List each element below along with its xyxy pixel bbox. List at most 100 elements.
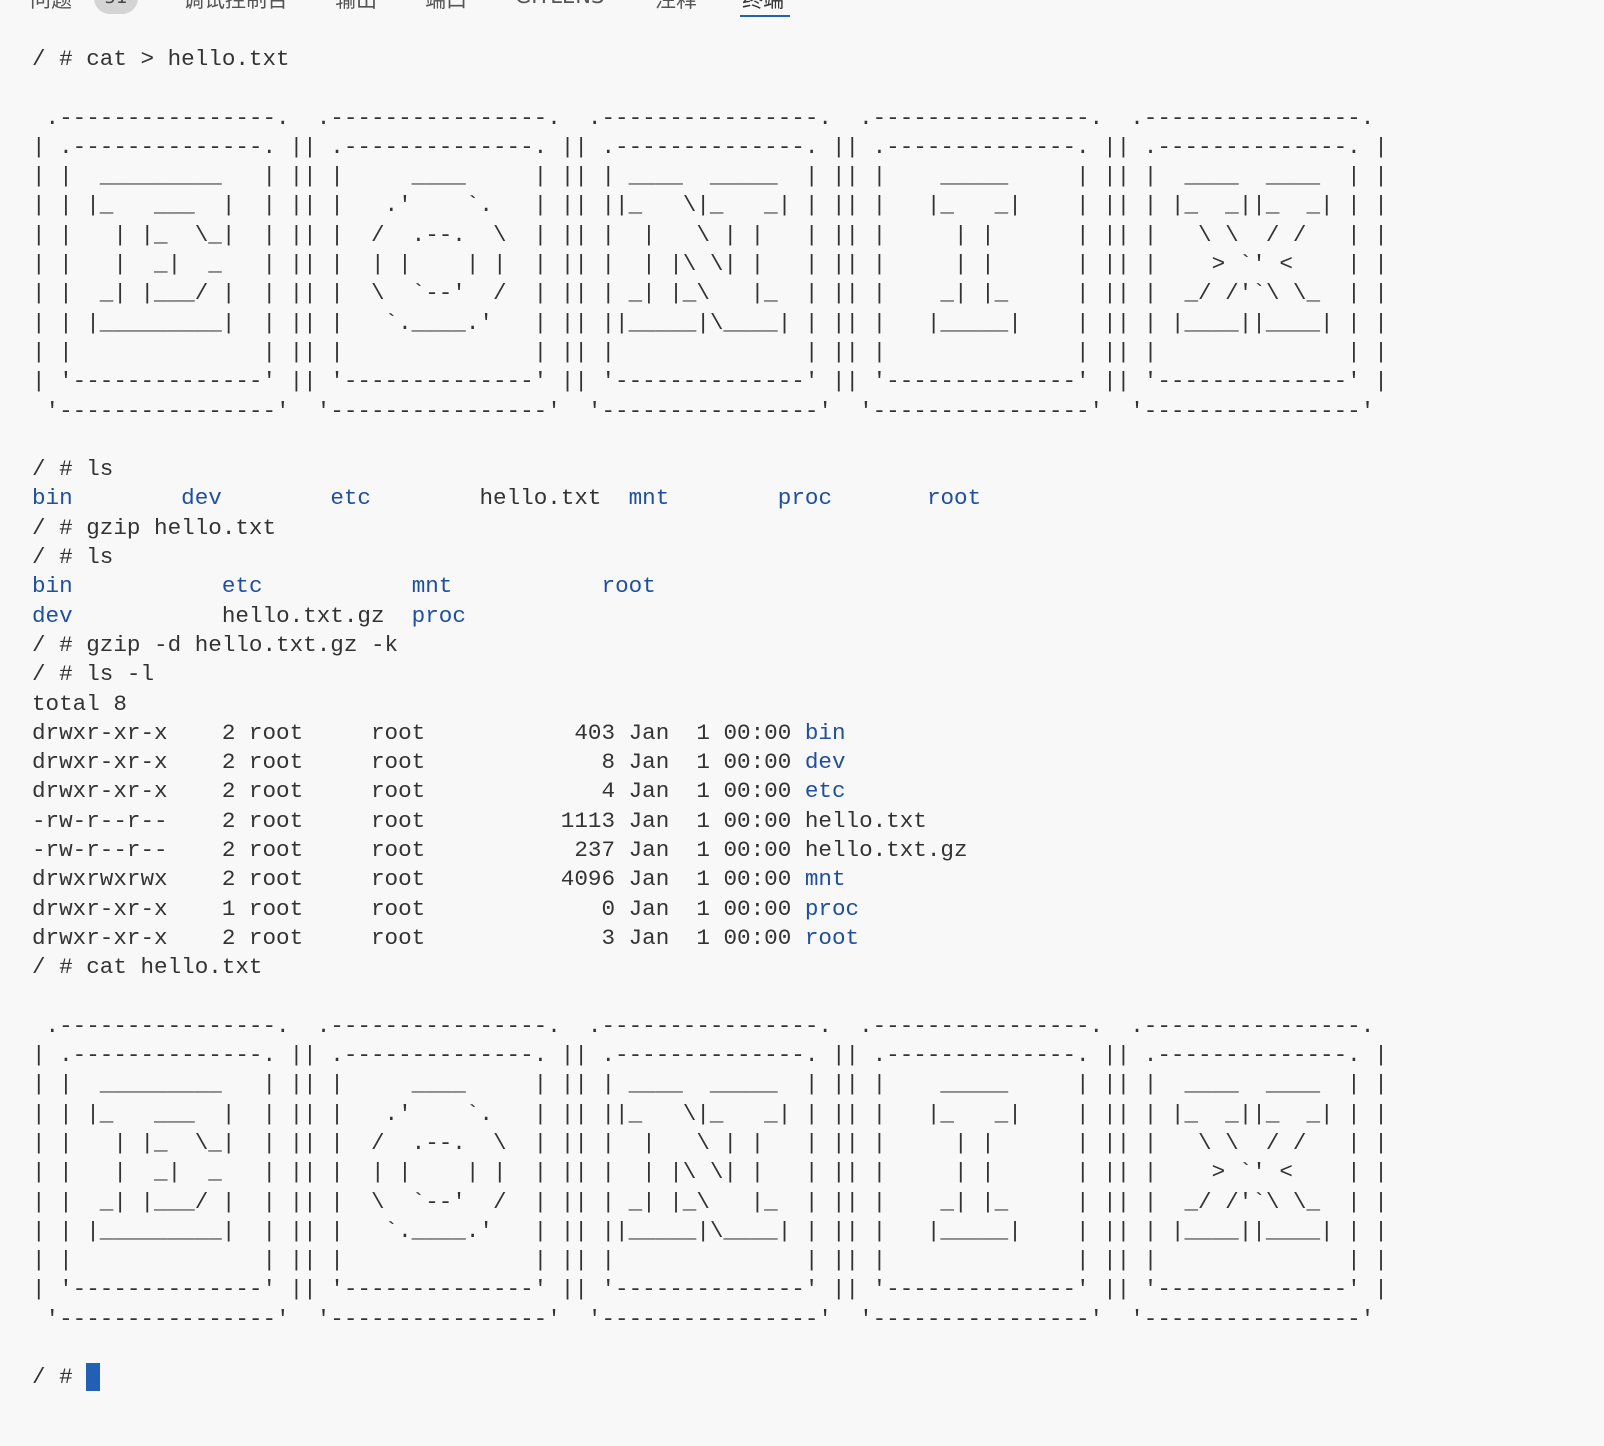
problems-count-badge: 51 [94,0,138,14]
terminal-line: dev hello.txt.gz proc [32,602,1388,631]
directory-name: mnt [628,485,670,512]
directory-name: bin [32,485,73,512]
terminal-text: drwxr-xr-x 2 root root 3 Jan 1 00:00 [32,924,805,951]
directory-name: dev [32,602,73,629]
ascii-art-line: '----------------' '----------------' '-… [32,397,1388,424]
terminal-line: drwxr-xr-x 2 root root 403 Jan 1 00:00 b… [32,719,1388,748]
directory-name: etc [221,573,263,600]
terminal-text: drwxr-xr-x 2 root root 4 Jan 1 00:00 [32,778,805,805]
terminal-text: drwxr-xr-x 2 root root 8 Jan 1 00:00 [32,749,805,776]
terminal-text: drwxrwxrwx 2 root root 4096 Jan 1 00:00 [32,866,805,893]
ascii-art-line: | | | _| _ | || | | | | | | || | | |\ \|… [32,1159,1388,1186]
ascii-art-line: '----------------' '----------------' '-… [32,1305,1388,1332]
tab-terminal[interactable]: 终端 [742,0,784,12]
directory-name: proc [411,602,466,629]
terminal-line: -rw-r--r-- 2 root root 1113 Jan 1 00:00 … [32,807,1388,836]
terminal-line: / # ls -l [32,660,1388,689]
terminal-text: -rw-r--r-- 2 root root 237 Jan 1 00:00 h… [32,837,968,864]
terminal-text: hello.txt.gz [72,602,412,629]
terminal-text: / # cat hello.txt [32,954,263,981]
ascii-art-line: | | |_________| | || | `.____.' | || ||_… [32,1217,1388,1244]
tab-gitlens[interactable]: GITLENS [515,0,604,8]
terminal-line [32,1334,1388,1363]
terminal-text: -rw-r--r-- 2 root root 1113 Jan 1 00:00 … [32,807,927,834]
terminal-line: drwxr-xr-x 2 root root 4 Jan 1 00:00 etc [32,777,1388,806]
ascii-art-line: | | _| |___/ | | || | \ `--' / | || | _|… [32,1188,1388,1215]
ascii-art-line: .----------------. .----------------. .-… [32,1012,1388,1039]
terminal-text: total 8 [32,690,127,717]
ascii-art-line: | | | |_ \_| | || | / .--. \ | || | | \ … [32,1129,1388,1156]
terminal-line [32,426,1388,455]
ascii-art-line: | | _| |___/ | | || | \ `--' / | || | _|… [32,280,1388,307]
ascii-art-line: | .--------------. || .--------------. |… [32,1042,1388,1069]
directory-name: proc [777,485,833,512]
ascii-art-line: | | |_ ___ | | || | .' `. | || ||_ \|_ _… [32,192,1388,219]
directory-name: dev [804,749,846,776]
terminal-line [32,983,1388,1012]
tab-problems[interactable]: 问题 [30,0,72,12]
directory-name: mnt [411,573,453,600]
terminal-line: / # ls [32,543,1388,572]
ascii-art-line: .----------------. .----------------. .-… [32,104,1388,131]
terminal-line: drwxr-xr-x 2 root root 3 Jan 1 00:00 roo… [32,924,1388,953]
directory-name: dev [181,485,222,512]
terminal-text: hello.txt [371,485,629,512]
terminal-text: / # ls [32,544,114,571]
terminal-text [263,573,412,599]
terminal-text: / # gzip hello.txt [32,514,277,541]
terminal-text: / # ls [32,456,114,483]
terminal-line [32,74,1388,103]
terminal-output[interactable]: / # cat > hello.txt .----------------. .… [32,45,1388,1393]
ascii-art-line: | | _________ | || | ____ | || | ____ __… [32,163,1388,190]
terminal-line: drwxr-xr-x 2 root root 8 Jan 1 00:00 dev [32,748,1388,777]
tab-output[interactable]: 输出 [335,0,377,12]
terminal-line: bin dev etc hello.txt mnt proc root [32,484,1388,513]
terminal-text [452,573,601,599]
terminal-line: -rw-r--r-- 2 root root 237 Jan 1 00:00 h… [32,836,1388,865]
terminal-line: total 8 [32,690,1388,719]
terminal-line: / # gzip hello.txt [32,514,1388,543]
terminal-line: / # gzip -d hello.txt.gz -k [32,631,1388,660]
tab-comments[interactable]: 注释 [655,0,697,12]
terminal-text [832,485,927,511]
directory-name: etc [804,778,846,805]
terminal-line: / # cat hello.txt [32,953,1388,982]
ascii-art-line: | | | |_ \_| | || | / .--. \ | || | | \ … [32,221,1388,248]
terminal-text: / # cat > hello.txt [32,46,290,72]
terminal-line: / # cat > hello.txt [32,45,1388,74]
panel-tab-bar: 问题 51 调试控制台 输出 端口 GITLENS 注释 终端 [0,0,1604,22]
terminal-cursor [86,1363,101,1392]
ascii-art-line: | | | || | | || | | || | | || | | | [32,338,1388,365]
directory-name: root [601,573,656,600]
ascii-art-line: | | |_ ___ | | || | .' `. | || ||_ \|_ _… [32,1100,1388,1127]
directory-name: root [926,485,982,512]
ascii-art-line: | '--------------' || '--------------' |… [32,1276,1388,1303]
directory-name: root [804,924,860,951]
terminal-text: / # ls -l [32,661,155,688]
terminal-line: bin etc mnt root [32,572,1388,601]
directory-name: bin [804,719,846,746]
ascii-art-line: | '--------------' || '--------------' |… [32,368,1388,395]
terminal-text [669,485,777,511]
directory-name: etc [330,485,371,512]
terminal-text: / # [32,1364,87,1391]
terminal-line: drwxr-xr-x 1 root root 0 Jan 1 00:00 pro… [32,895,1388,924]
active-tab-indicator [740,15,790,17]
terminal-text: / # gzip -d hello.txt.gz -k [32,631,399,658]
directory-name: proc [804,895,860,922]
ascii-art-line: | .--------------. || .--------------. |… [32,133,1388,160]
ascii-art-line: | | _________ | || | ____ | || | ____ __… [32,1071,1388,1098]
tab-debug-console[interactable]: 调试控制台 [183,0,288,12]
terminal-line: drwxrwxrwx 2 root root 4096 Jan 1 00:00 … [32,865,1388,894]
terminal-text [222,485,330,511]
terminal-text: drwxr-xr-x 2 root root 403 Jan 1 00:00 [32,719,805,746]
directory-name: bin [32,573,73,600]
ascii-art-line: | | | || | | || | | || | | || | | | [32,1247,1388,1274]
ascii-art-line: | | |_________| | || | `.____.' | || ||_… [32,309,1388,336]
terminal-text [73,573,222,599]
tab-ports[interactable]: 端口 [425,0,467,12]
terminal-line: / # [32,1363,1388,1392]
terminal-text [73,485,181,511]
terminal-text: drwxr-xr-x 1 root root 0 Jan 1 00:00 [32,895,805,922]
directory-name: mnt [804,866,846,893]
